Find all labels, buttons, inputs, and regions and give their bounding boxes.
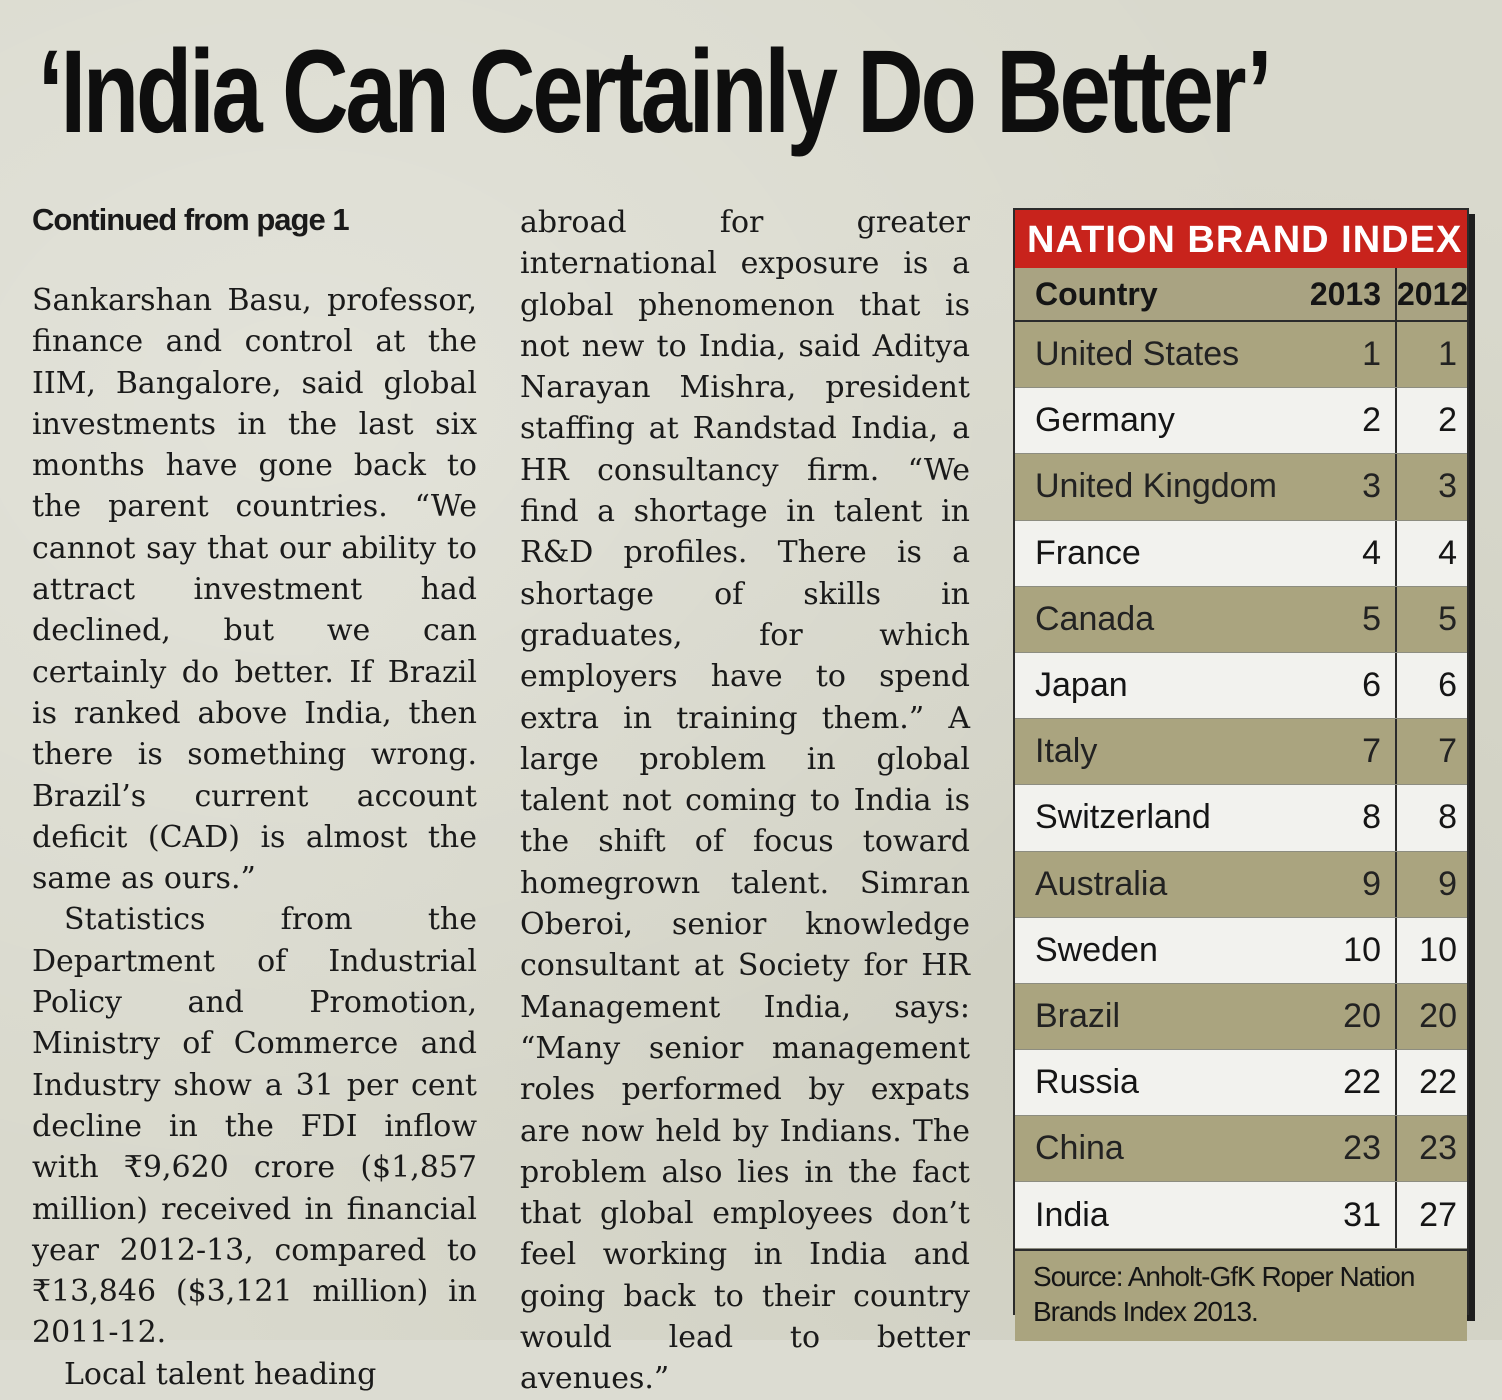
article-column-1: Continued from page 1 Sankarshan Basu, p… [32, 200, 477, 1395]
cell-country: Germany [1035, 401, 1175, 440]
header-2012: 2012 [1397, 275, 1469, 312]
cell-2013: 3 [1293, 454, 1397, 520]
cell-2012: 20 [1419, 996, 1457, 1035]
cell-country: Australia [1035, 864, 1168, 903]
cell-2012: 5 [1438, 599, 1457, 638]
cell-2012: 2 [1438, 401, 1457, 440]
cell-2013: 6 [1293, 652, 1397, 719]
cell-2013: 7 [1293, 719, 1397, 785]
cell-country: India [1035, 1195, 1109, 1234]
cell-2013: 8 [1293, 785, 1397, 851]
cell-2013: 20 [1293, 983, 1397, 1050]
table-title: NATION BRAND INDEX [1015, 210, 1467, 268]
cell-country: Japan [1035, 666, 1128, 705]
cell-2012: 1 [1438, 335, 1457, 374]
table-header-row: Country 2013 2012 [1015, 268, 1469, 322]
table-row: Germany 2 2 [1015, 387, 1467, 455]
cell-2012: 7 [1438, 732, 1457, 771]
header-2013: 2013 [1293, 268, 1397, 320]
cell-2012: 23 [1419, 1129, 1457, 1168]
cell-country: Russia [1035, 1063, 1139, 1102]
paragraph: Local talent heading [64, 1356, 377, 1392]
table-row: India 31 27 [1015, 1181, 1467, 1249]
table-row: United Kingdom 3 3 [1015, 454, 1467, 520]
paragraph: Sankarshan Basu, professor, finance and … [32, 283, 477, 897]
continued-label: Continued from page 1 [32, 202, 350, 237]
cell-2012: 9 [1438, 864, 1457, 903]
cell-2012: 27 [1419, 1195, 1457, 1234]
cell-2013: 22 [1293, 1050, 1397, 1116]
cell-2012: 10 [1419, 930, 1457, 969]
cell-2013: 5 [1293, 586, 1397, 652]
cell-country: United Kingdom [1035, 467, 1277, 506]
table-row: Italy 7 7 [1015, 719, 1467, 785]
article-column-2: abroad for greater international exposur… [520, 202, 970, 1400]
table-row: Brazil 20 20 [1015, 983, 1467, 1050]
cell-2012: 8 [1438, 798, 1457, 837]
cell-country: Italy [1035, 732, 1098, 771]
nation-brand-index-table: NATION BRAND INDEX Country 2013 2012 Uni… [1013, 208, 1469, 1341]
paragraph: Statistics from the Department of Indust… [32, 902, 477, 1351]
table-row: Switzerland 8 8 [1015, 784, 1467, 852]
cell-country: China [1035, 1129, 1124, 1168]
cell-2012: 3 [1438, 467, 1457, 506]
table-row: France 4 4 [1015, 519, 1467, 587]
cell-2013: 9 [1293, 851, 1397, 917]
cell-2013: 4 [1293, 520, 1397, 586]
paragraph: abroad for greater international exposur… [520, 205, 970, 1397]
cell-2013: 1 [1293, 322, 1397, 388]
cell-2012: 6 [1438, 666, 1457, 705]
headline: ‘India Can Certainly Do Better’ [38, 26, 1272, 158]
cell-2013: 2 [1293, 388, 1397, 454]
table-row: China 23 23 [1015, 1116, 1467, 1182]
table-source: Source: Anholt-GfK Roper Nation Brands I… [1015, 1248, 1467, 1341]
table-row: United States 1 1 [1015, 322, 1467, 388]
table-row: Australia 9 9 [1015, 851, 1467, 917]
cell-country: Canada [1035, 599, 1155, 638]
table-row: Japan 6 6 [1015, 651, 1467, 720]
cell-country: United States [1035, 335, 1240, 374]
cell-country: France [1035, 533, 1141, 572]
cell-2013: 23 [1293, 1116, 1397, 1182]
cell-2013: 10 [1293, 917, 1397, 983]
header-country: Country [1035, 275, 1158, 312]
table-body: United States 1 1 Germany 2 2 United Kingdom 3 3… [1015, 322, 1467, 1249]
cell-2013: 31 [1293, 1182, 1397, 1248]
table-row: Sweden 10 10 [1015, 916, 1467, 984]
cell-2012: 4 [1438, 533, 1457, 572]
cell-country: Switzerland [1035, 798, 1211, 837]
table-row: Canada 5 5 [1015, 586, 1467, 652]
cell-2012: 22 [1419, 1063, 1457, 1102]
cell-country: Sweden [1035, 930, 1158, 969]
table-row: Russia 22 22 [1015, 1049, 1467, 1117]
cell-country: Brazil [1035, 996, 1121, 1035]
